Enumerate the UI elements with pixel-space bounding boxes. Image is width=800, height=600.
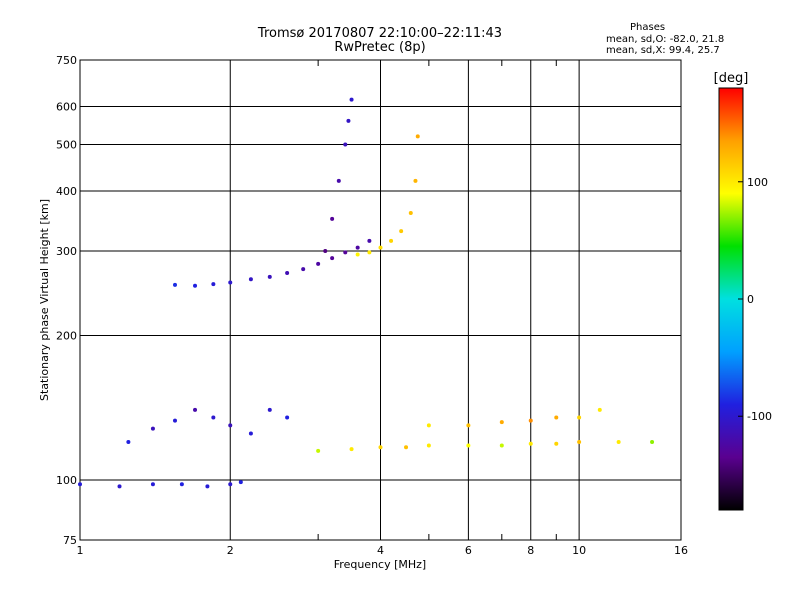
x-tick-label: 1 [77,544,84,557]
data-point [399,229,404,234]
data-point [150,482,155,487]
data-point [248,277,253,282]
data-point [378,245,383,250]
data-point [172,282,177,287]
x-tick-label: 16 [674,544,688,557]
data-point [528,418,533,423]
grid [80,60,681,540]
data-point [301,267,306,272]
y-tick-label: 500 [56,139,77,152]
data-point [577,415,582,420]
data-point [349,447,354,452]
data-point [616,440,621,445]
data-point [466,423,471,428]
chart-subtitle: RwPretec (8p) [334,40,426,55]
data-point [577,440,582,445]
data-point [404,445,409,450]
x-axis-label: Frequency [MHz] [334,558,426,571]
data-point [78,482,82,487]
data-point [267,407,272,412]
data-point [193,407,198,412]
data-point [179,482,184,487]
data-point [330,256,335,261]
y-tick-label: 400 [56,185,77,198]
x-tick-label: 8 [527,544,534,557]
data-point [150,426,155,431]
data-point [193,283,198,288]
x-tick-label: 2 [227,544,234,557]
colorbar-tick-label: -100 [747,410,772,423]
data-point [355,252,360,257]
y-tick-label: 200 [56,330,77,343]
data-point [554,415,559,420]
data-point [346,118,351,123]
data-point [117,484,122,489]
data-point [126,440,131,445]
data-point [343,250,348,255]
data-point [343,142,348,147]
data-point [316,448,321,453]
data-point [554,441,559,446]
data-point [597,407,602,412]
chart-title: Tromsø 20170807 22:10:00–22:11:43 [257,26,503,41]
y-tick-label: 750 [56,54,77,67]
colorbar: 100 0 -100 [deg] [714,71,772,511]
x-tick-label: 6 [465,544,472,557]
data-point [499,443,504,448]
x-axis-ticks: 1 2 4 6 8 10 16 [77,60,688,557]
y-axis-ticks: 75 100 200 300 400 500 600 750 [56,54,77,547]
data-point [367,238,372,243]
y-tick-label: 100 [56,474,77,487]
data-point [211,415,216,420]
colorbar-tick-label: 0 [747,293,754,306]
data-point [378,445,383,450]
data-point [415,134,420,139]
data-point [336,178,341,183]
data-point [228,423,233,428]
data-point [248,431,253,436]
data-point [355,245,360,250]
data-point [211,282,216,287]
data-points [78,97,655,489]
data-point [349,97,354,102]
data-point [408,211,413,216]
data-point [285,270,290,275]
data-point [228,482,233,487]
data-point [205,484,210,489]
data-point [499,420,504,425]
data-point [367,250,372,255]
y-axis-label: Stationary phase Virtual Height [km] [38,199,51,401]
data-point [389,238,394,243]
data-point [323,249,328,254]
data-point [426,423,431,428]
y-tick-label: 75 [63,534,77,547]
y-tick-label: 300 [56,245,77,258]
colorbar-label: [deg] [714,71,749,86]
data-point [172,418,177,423]
data-point [466,443,471,448]
data-point [285,415,290,420]
data-point [228,280,233,285]
data-point [238,480,243,485]
data-point [528,441,533,446]
x-tick-label: 10 [572,544,586,557]
data-point [316,261,321,266]
phases-x-stats: mean, sd,X: 99.4, 25.7 [606,45,720,56]
y-tick-label: 600 [56,101,77,114]
phases-label: Phases [630,22,666,33]
data-point [650,440,655,445]
x-tick-label: 4 [377,544,384,557]
colorbar-tick-label: 100 [747,176,768,189]
data-point [330,216,335,221]
data-point [267,274,272,279]
data-point [413,178,418,183]
data-point [426,443,431,448]
phases-o-stats: mean, sd,O: -82.0, 21.8 [606,34,725,45]
